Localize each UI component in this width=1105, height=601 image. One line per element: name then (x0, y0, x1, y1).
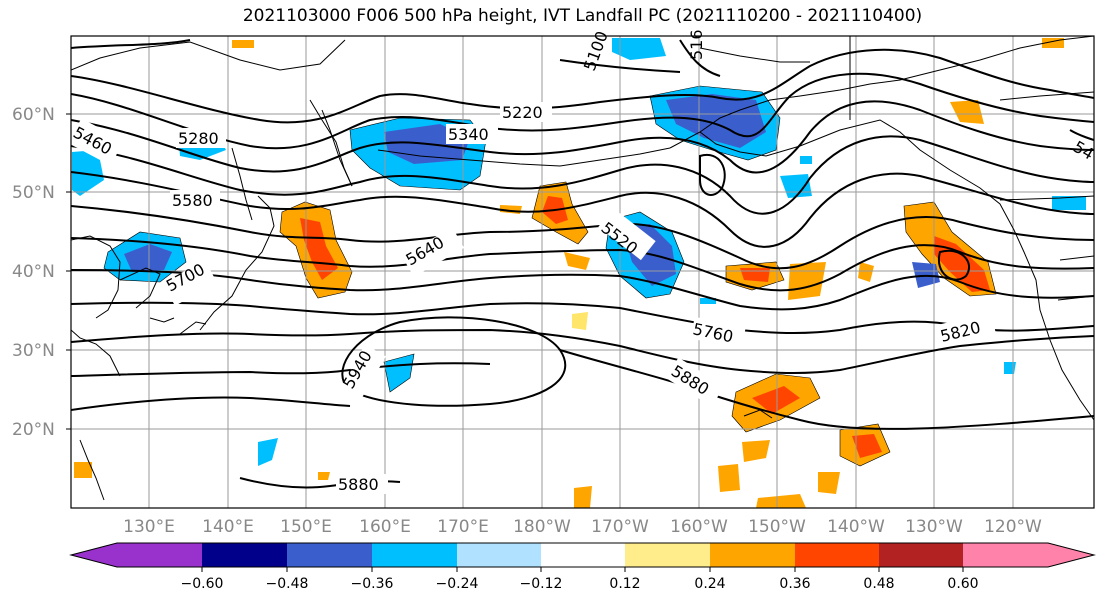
colorbar-tick-label: −0.36 (351, 576, 394, 592)
contour-label: 5280 (178, 129, 219, 148)
contour-label: 5880 (338, 475, 379, 494)
colorbar-tick-label: 0.60 (947, 576, 978, 592)
colorbar-segment (287, 543, 372, 567)
contour-label: 5580 (172, 191, 213, 210)
lon-label: 140°W (827, 517, 885, 537)
lon-label: 170°E (437, 517, 489, 537)
colorbar: −0.60 −0.48 −0.36 −0.24 −0.12 0.12 0.24 … (69, 542, 1096, 592)
lon-label: 170°W (591, 517, 649, 537)
colorbar-segment (541, 543, 625, 567)
lat-label: 30°N (12, 341, 55, 361)
lon-label: 160°E (359, 517, 411, 537)
coastlines (71, 36, 1094, 501)
colorbar-tick-label: −0.60 (181, 576, 224, 592)
lon-label: 140°E (202, 517, 254, 537)
colorbar-segment (202, 543, 287, 567)
colorbar-segment (625, 543, 710, 567)
colorbar-segment (963, 543, 1094, 567)
lon-label: 180°W (513, 517, 571, 537)
lat-label: 20°N (12, 420, 55, 440)
lat-label: 40°N (12, 262, 55, 282)
colorbar-tick-label: −0.24 (436, 576, 479, 592)
contour-label: 5220 (502, 103, 543, 122)
colorbar-tick-label: 0.36 (779, 576, 810, 592)
contour-label: 516 (687, 29, 706, 60)
colorbar-tick-label: 0.12 (609, 576, 640, 592)
lon-label: 130°E (123, 517, 175, 537)
colorbar-tick-label: −0.48 (266, 576, 309, 592)
height-contours (71, 39, 1094, 489)
lon-label: 150°E (280, 517, 332, 537)
colorbar-segment (457, 543, 541, 567)
map-title: 2021103000 F006 500 hPa height, IVT Land… (242, 6, 923, 26)
contour-label-group: 5280 5460 5580 5700 5220 5340 5100 516 5… (68, 29, 1097, 494)
longitude-axis: 130°E 140°E 150°E 160°E 170°E 180°W 170°… (123, 517, 1042, 537)
map-frame (70, 35, 1095, 509)
lon-label: 150°W (748, 517, 806, 537)
contour-label: 5340 (448, 125, 489, 144)
colorbar-segment (795, 543, 879, 567)
colorbar-tick-label: 0.24 (694, 576, 725, 592)
colorbar-segment (710, 543, 795, 567)
lon-label: 120°W (984, 517, 1042, 537)
colorbar-tick-label: 0.48 (863, 576, 894, 592)
lat-label: 50°N (12, 183, 55, 203)
colorbar-tick-label: −0.12 (520, 576, 563, 592)
latitude-axis: 60°N 50°N 40°N 30°N 20°N (12, 105, 71, 440)
lat-label: 60°N (12, 105, 55, 125)
colorbar-segment (71, 543, 202, 567)
colorbar-segment (879, 543, 963, 567)
colorbar-segment (372, 543, 457, 567)
lon-label: 160°W (670, 517, 728, 537)
lon-label: 130°W (905, 517, 963, 537)
